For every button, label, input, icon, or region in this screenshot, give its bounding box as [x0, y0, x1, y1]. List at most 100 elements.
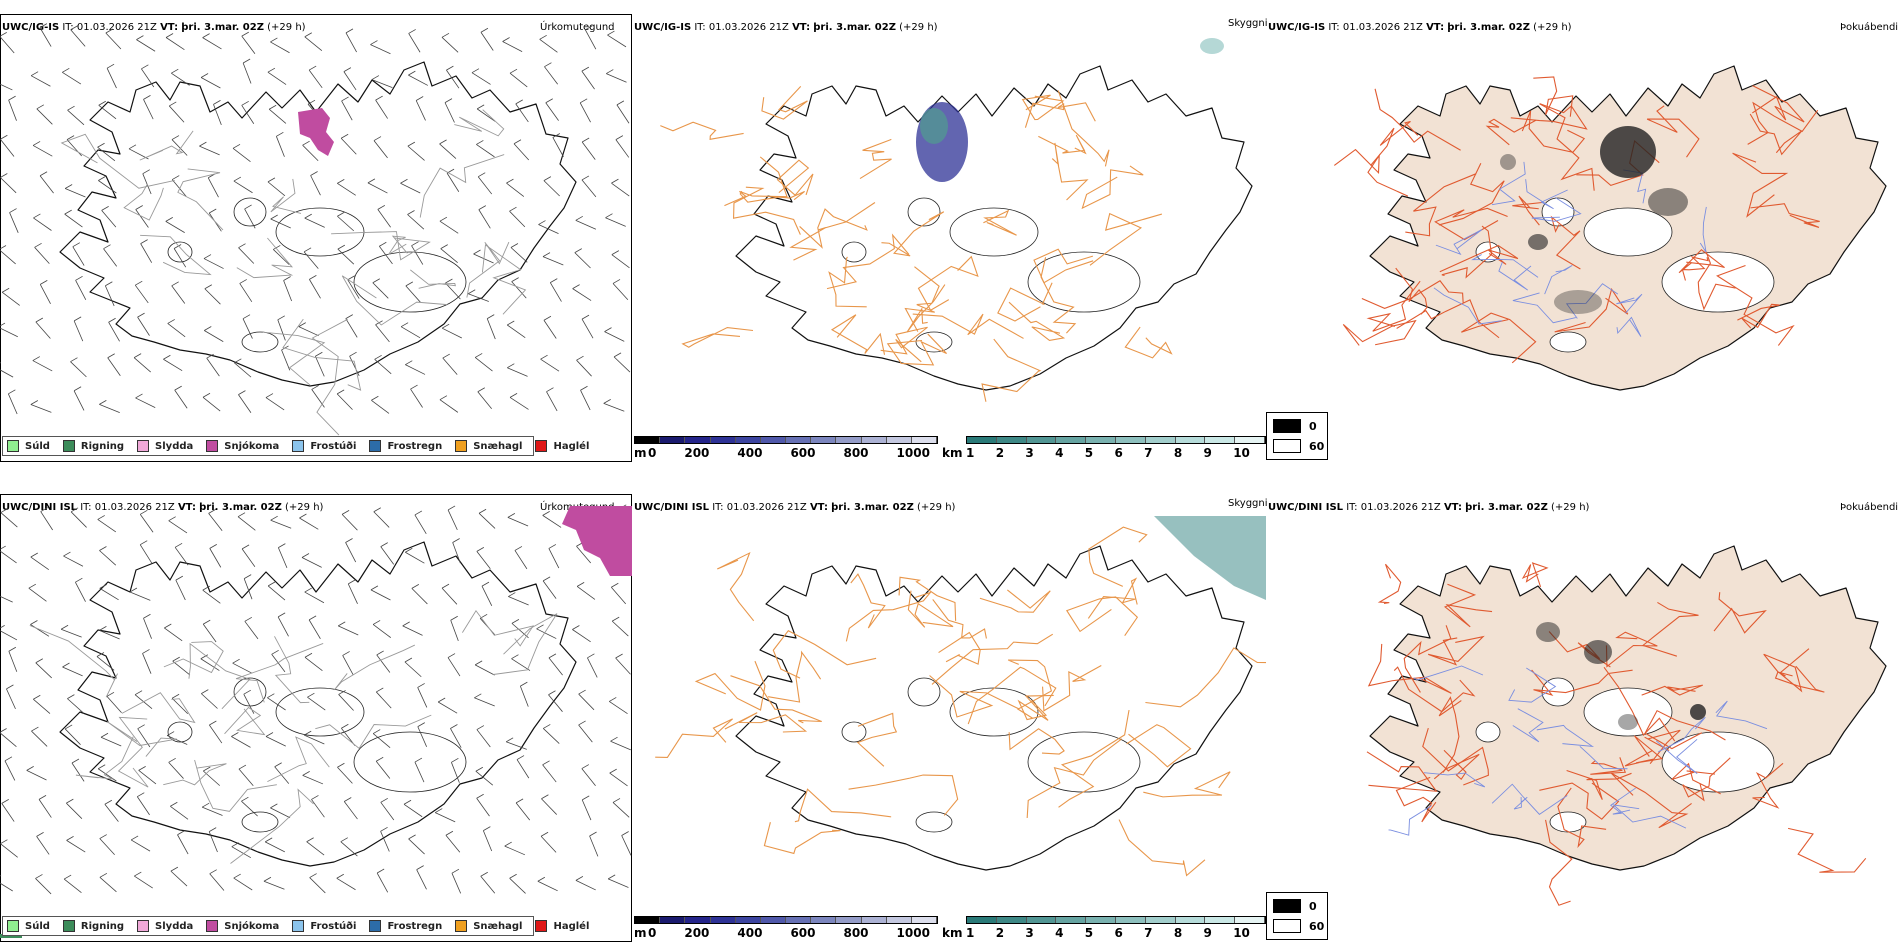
wind-barb-flag: [476, 725, 485, 730]
road-line: [1087, 577, 1138, 619]
wind-barb: [511, 281, 527, 299]
legend-item: Frostregn: [369, 920, 442, 932]
wind-barb: [304, 36, 323, 51]
wind-barb: [244, 208, 256, 229]
wind-barb-flag: [278, 543, 286, 548]
visibility-unit: km: [942, 446, 963, 460]
wind-barb-flag: [538, 220, 546, 225]
road-line: [481, 244, 527, 315]
wind-barb: [474, 357, 493, 372]
wind-barb: [0, 550, 17, 564]
wind-barb: [270, 807, 291, 819]
wind-barb: [99, 404, 120, 413]
wind-barb: [203, 258, 224, 269]
wind-barb: [105, 32, 122, 50]
snow-area: [562, 506, 632, 576]
wind-barb: [281, 349, 291, 371]
wind-barb: [371, 79, 393, 88]
wind-barb: [134, 284, 149, 304]
wind-barb-flag: [408, 70, 416, 76]
colorbar-tick-label: 400: [737, 926, 763, 940]
wind-barb: [231, 846, 252, 859]
wind-barb-flag: [263, 876, 272, 882]
wind-barb-flag: [373, 729, 381, 734]
road-line: [981, 338, 1042, 402]
river-line: [1544, 264, 1573, 295]
legend-swatch: [369, 440, 382, 452]
wind-barb-flag: [380, 542, 388, 547]
colorbar-segment: [1235, 437, 1265, 443]
it-value: 01.03.2026 21Z: [94, 502, 175, 513]
model-name: UWC/IG-IS: [634, 22, 692, 33]
wind-barb-flag: [349, 351, 357, 357]
fog-area: [1600, 126, 1656, 178]
wind-barb-flag: [171, 135, 180, 140]
road-line: [880, 326, 928, 363]
legend-label: Haglél: [553, 440, 590, 452]
wind-barb-flag: [8, 646, 17, 652]
wind-barb: [575, 219, 597, 230]
colorbar-segment: [1175, 437, 1206, 443]
wind-barb-flag: [140, 509, 148, 515]
wind-barb: [544, 66, 559, 85]
colorbar-tick-label: 10: [1233, 926, 1250, 940]
wind-barb-flag: [376, 756, 384, 762]
wind-barb-flag: [405, 547, 413, 553]
wind-barb-flag: [173, 244, 182, 249]
river-line: [1423, 772, 1486, 788]
wind-barb: [375, 99, 388, 119]
wind-barb-flag: [100, 732, 109, 738]
wind-barb-flag: [30, 71, 39, 77]
colorbar-segment: [861, 917, 887, 923]
wind-barb-flag: [408, 29, 416, 34]
road-line: [1441, 225, 1493, 279]
wind-barb: [0, 369, 14, 378]
road-line: [267, 736, 330, 782]
visibility-colorbar: [966, 436, 1266, 444]
wind-barb: [265, 736, 286, 747]
wind-barb: [1, 291, 20, 306]
wind-barb-flag: [609, 697, 617, 702]
wind-barb-flag: [450, 724, 458, 729]
wind-barb-flag: [98, 176, 106, 181]
road-line: [235, 643, 324, 703]
lead-time: (+29 h): [285, 502, 324, 513]
legend-swatch: [455, 440, 468, 452]
wind-barb-flag: [441, 323, 450, 329]
colorbar-tick-label: 800: [843, 926, 869, 940]
road-line: [830, 314, 886, 355]
wind-barb-flag: [298, 322, 306, 327]
wind-barb: [175, 579, 186, 601]
wind-barb: [538, 224, 559, 234]
wind-barb-flag: [201, 802, 210, 808]
wind-barb: [504, 845, 526, 856]
wind-barb-flag: [581, 137, 590, 143]
wind-barb-flag: [141, 64, 149, 70]
wind-barb: [75, 581, 86, 602]
vt-label: VT:: [1443, 502, 1462, 513]
wind-barb-flag: [99, 584, 107, 589]
wind-barb-flag: [241, 796, 249, 802]
wind-barb-flag: [307, 99, 316, 105]
wind-barb: [417, 687, 428, 708]
it-value: 01.03.2026 21Z: [76, 22, 157, 33]
wind-barb: [70, 361, 87, 378]
wind-barb: [232, 662, 253, 674]
wind-barb-flag: [587, 653, 595, 659]
wind-barb-flag: [30, 552, 38, 558]
wind-barb-flag: [371, 75, 380, 80]
wind-barb: [515, 103, 529, 123]
wind-barb-flag: [444, 98, 453, 103]
road-line: [1443, 583, 1493, 628]
wind-barb-flag: [0, 545, 6, 550]
wind-barb-flag: [67, 105, 75, 111]
wind-barb-flag: [311, 795, 319, 800]
wind-barb: [299, 517, 319, 530]
wind-barb-flag: [348, 579, 356, 585]
wind-barb: [510, 247, 528, 263]
wind-barb-flag: [209, 869, 217, 875]
wind-barb-flag: [168, 516, 176, 522]
fog-swatch-black: [1273, 899, 1301, 913]
wind-barb-flag: [304, 587, 312, 593]
legend-swatch: [535, 920, 548, 932]
